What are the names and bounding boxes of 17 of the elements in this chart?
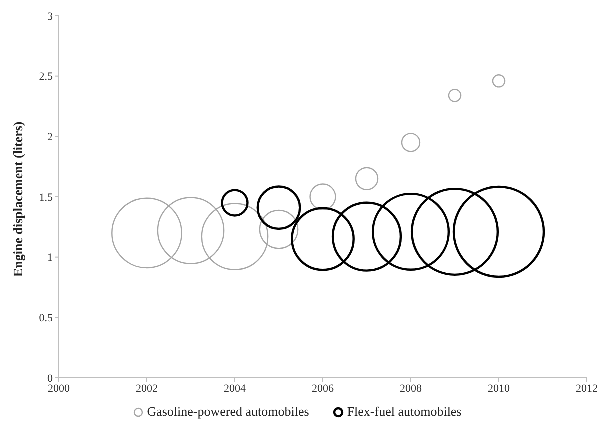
- legend-label: Flex-fuel automobiles: [347, 404, 462, 420]
- y-tick-label: 1.5: [39, 192, 54, 204]
- y-tick-label: 0: [48, 372, 54, 385]
- x-tick-label: 2010: [488, 382, 510, 395]
- x-tick-label: 2012: [576, 382, 598, 395]
- y-axis-title: Engine displacement (liters): [10, 122, 26, 277]
- y-tick-label: 2: [48, 132, 53, 144]
- y-tick-label: 0.5: [39, 312, 54, 325]
- x-tick-label: 2004: [224, 382, 246, 395]
- x-tick-label: 2002: [136, 382, 158, 395]
- y-tick-label: 2.5: [39, 71, 54, 84]
- legend-label: Gasoline-powered automobiles: [147, 404, 310, 420]
- x-tick-label: 2006: [312, 382, 334, 395]
- y-tick-label: 1: [48, 252, 53, 264]
- x-tick-label: 2000: [48, 382, 70, 395]
- y-tick-label: 3: [48, 10, 54, 23]
- x-tick-label: 2008: [400, 382, 422, 395]
